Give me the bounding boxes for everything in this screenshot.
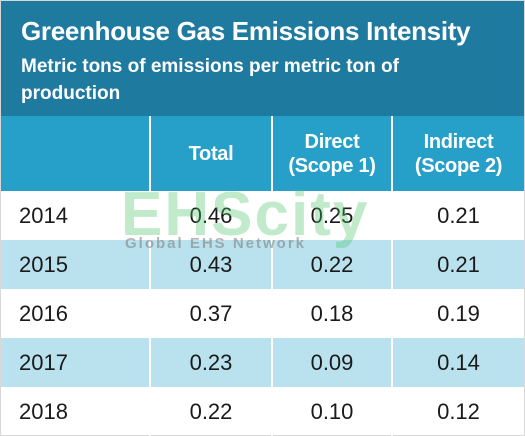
column-header-row: Total Direct (Scope 1) Indirect (Scope 2… [1, 116, 524, 191]
cell-indirect: 0.12 [437, 398, 480, 424]
table-row: 2014 0.46 0.25 0.21 [1, 191, 524, 240]
cell-direct: 0.18 [310, 300, 354, 326]
table-subtitle: Metric tons of emissions per metric ton … [21, 56, 399, 104]
cell-year: 2014 [19, 202, 68, 228]
table-row: 2016 0.37 0.18 0.19 [1, 289, 524, 338]
cell-total: 0.43 [189, 251, 233, 277]
cell-indirect: 0.21 [437, 202, 480, 228]
table-header: Greenhouse Gas Emissions Intensity Metri… [1, 1, 524, 116]
cell-direct: 0.10 [310, 398, 354, 424]
cell-direct: 0.25 [310, 202, 354, 228]
column-header-direct-line1: Direct [304, 130, 360, 153]
cell-total: 0.37 [189, 300, 233, 326]
column-divider [149, 116, 151, 436]
cell-year: 2016 [19, 300, 68, 326]
column-header-direct-line2: (Scope 1) [288, 154, 376, 177]
cell-indirect: 0.19 [437, 300, 480, 326]
column-divider [271, 116, 273, 436]
column-header-direct: Direct (Scope 1) [273, 116, 391, 191]
cell-total: 0.46 [189, 202, 233, 228]
cell-indirect: 0.21 [437, 251, 480, 277]
cell-direct: 0.09 [310, 349, 354, 375]
table-row: 2015 0.43 0.22 0.21 [1, 240, 524, 289]
column-header-indirect-line1: Indirect [423, 130, 494, 153]
cell-direct: 0.22 [310, 251, 354, 277]
column-header-indirect: Indirect (Scope 2) [393, 116, 524, 191]
cell-year: 2018 [19, 398, 68, 424]
cell-indirect: 0.14 [437, 349, 480, 375]
table-row: 2018 0.22 0.10 0.12 [1, 387, 524, 436]
column-divider [391, 116, 393, 436]
cell-total: 0.23 [189, 349, 233, 375]
cell-year: 2015 [19, 251, 68, 277]
table-row: 2017 0.23 0.09 0.14 [1, 338, 524, 387]
table-title: Greenhouse Gas Emissions Intensity [21, 16, 471, 46]
column-header-indirect-line2: (Scope 2) [414, 154, 503, 177]
column-header-year [1, 116, 149, 191]
cell-year: 2017 [19, 349, 68, 375]
cell-total: 0.22 [189, 398, 233, 424]
column-header-total-line1: Total [188, 142, 234, 165]
column-header-total: Total [150, 116, 272, 191]
